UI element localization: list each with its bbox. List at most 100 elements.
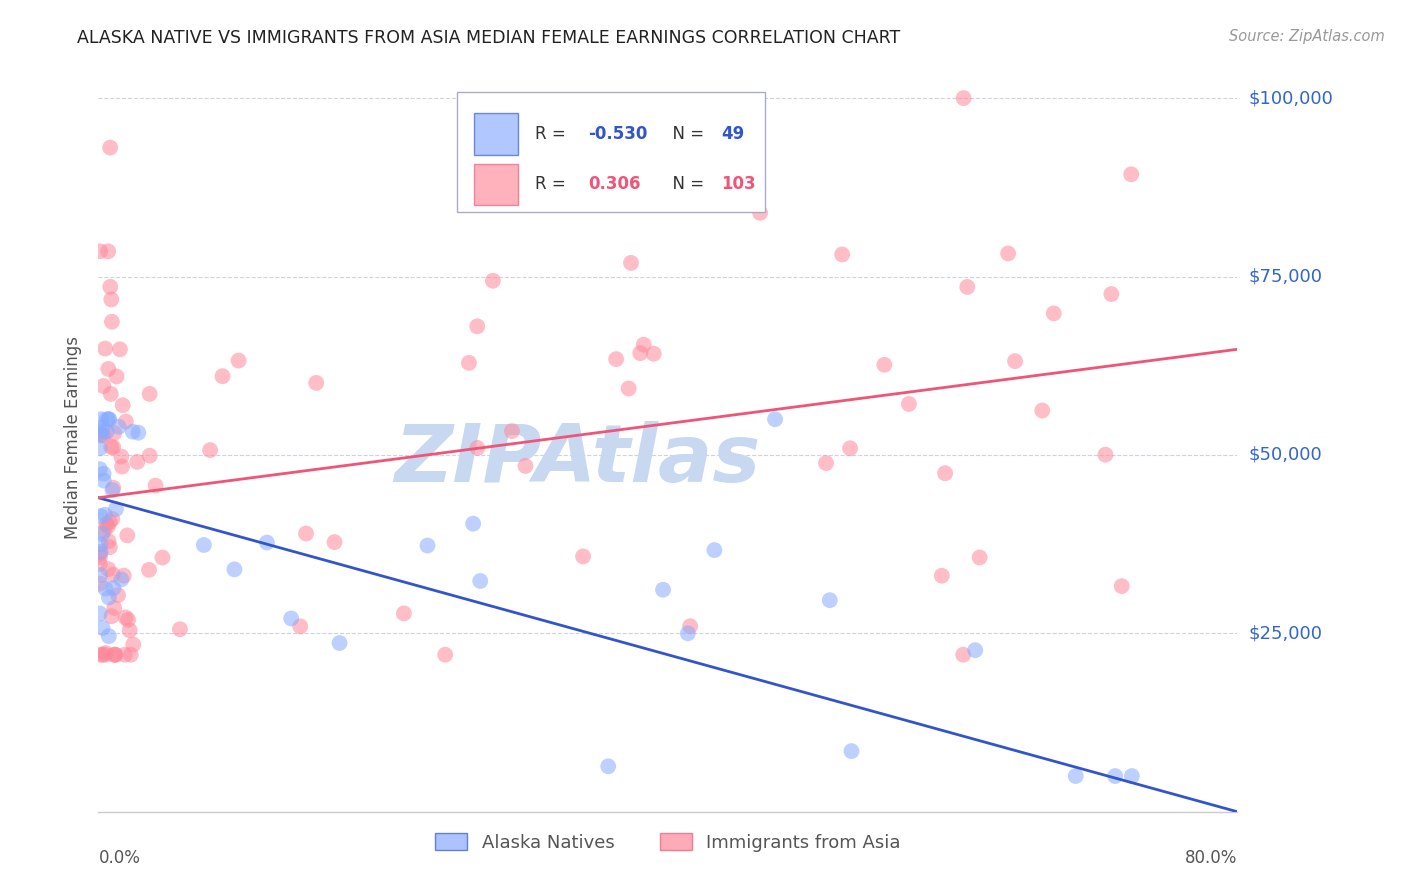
FancyBboxPatch shape — [474, 113, 517, 154]
Point — [94, 508, 117, 522]
Point — [703, 543, 725, 558]
Point — [89, 648, 111, 662]
Point — [90, 545, 112, 559]
Point — [117, 613, 139, 627]
Point — [97, 519, 120, 533]
Point — [89, 462, 111, 476]
Point — [228, 353, 250, 368]
Point — [98, 280, 121, 294]
Point — [97, 244, 120, 259]
Point — [295, 526, 318, 541]
Point — [100, 440, 122, 454]
Point — [103, 648, 125, 662]
Point — [101, 315, 124, 329]
Point — [897, 397, 920, 411]
Point — [110, 573, 132, 587]
Point — [467, 441, 489, 455]
Point — [104, 502, 127, 516]
Point — [643, 347, 665, 361]
Point — [1099, 287, 1122, 301]
Point — [392, 607, 415, 621]
Point — [873, 358, 896, 372]
Point — [965, 643, 987, 657]
Point — [598, 759, 620, 773]
Point — [107, 588, 129, 602]
Point — [120, 648, 142, 662]
Text: R =: R = — [534, 175, 571, 193]
Point — [114, 648, 136, 662]
Point — [90, 428, 112, 442]
Text: R =: R = — [534, 125, 571, 143]
Point — [676, 626, 699, 640]
Point — [997, 246, 1019, 260]
Point — [290, 619, 312, 633]
Point — [118, 624, 141, 638]
Point — [470, 574, 492, 588]
Point — [91, 621, 114, 635]
Point — [652, 582, 675, 597]
Point — [112, 568, 135, 582]
Point — [89, 244, 111, 259]
Point — [94, 646, 117, 660]
Point — [211, 369, 233, 384]
Point — [463, 516, 485, 531]
Point — [138, 387, 160, 401]
Point — [482, 274, 505, 288]
Point — [114, 610, 136, 624]
Text: $75,000: $75,000 — [1249, 268, 1323, 285]
Point — [934, 467, 956, 481]
Point — [628, 346, 651, 360]
Point — [572, 549, 595, 564]
Point — [90, 426, 112, 441]
Point — [97, 412, 120, 426]
Text: $100,000: $100,000 — [1249, 89, 1333, 107]
Point — [100, 387, 122, 401]
Point — [122, 638, 145, 652]
Point — [89, 425, 111, 439]
Point — [89, 547, 111, 561]
Point — [280, 611, 302, 625]
Point — [952, 648, 974, 662]
Point — [97, 591, 120, 605]
Point — [138, 563, 160, 577]
Point — [127, 455, 149, 469]
Point — [224, 562, 246, 576]
Point — [1064, 769, 1087, 783]
Point — [96, 412, 118, 426]
Point — [91, 527, 114, 541]
Text: 0.306: 0.306 — [588, 175, 641, 193]
Point — [633, 337, 655, 351]
FancyBboxPatch shape — [457, 93, 765, 212]
Point — [323, 535, 346, 549]
Point — [956, 280, 979, 294]
Point — [931, 568, 953, 582]
Text: $50,000: $50,000 — [1249, 446, 1323, 464]
Point — [97, 534, 120, 549]
Point — [458, 356, 481, 370]
Point — [101, 567, 124, 582]
Point — [763, 412, 786, 426]
Point — [103, 440, 125, 454]
Point — [152, 550, 174, 565]
Legend: Alaska Natives, Immigrants from Asia: Alaska Natives, Immigrants from Asia — [427, 826, 908, 859]
Point — [89, 557, 111, 571]
Point — [98, 412, 121, 426]
Point — [841, 744, 863, 758]
Point — [127, 425, 149, 440]
Point — [515, 458, 537, 473]
Point — [103, 481, 125, 495]
Point — [1042, 306, 1064, 320]
Point — [108, 343, 131, 357]
Y-axis label: Median Female Earnings: Median Female Earnings — [65, 335, 83, 539]
Point — [193, 538, 215, 552]
Text: ZIPAtlas: ZIPAtlas — [394, 420, 759, 499]
Point — [679, 619, 702, 633]
Text: ALASKA NATIVE VS IMMIGRANTS FROM ASIA MEDIAN FEMALE EARNINGS CORRELATION CHART: ALASKA NATIVE VS IMMIGRANTS FROM ASIA ME… — [77, 29, 901, 46]
Point — [89, 568, 111, 582]
Point — [96, 425, 118, 439]
Point — [100, 609, 122, 624]
Text: -0.530: -0.530 — [588, 125, 648, 143]
Point — [89, 576, 111, 591]
Point — [1121, 769, 1143, 783]
Text: 80.0%: 80.0% — [1185, 849, 1237, 867]
